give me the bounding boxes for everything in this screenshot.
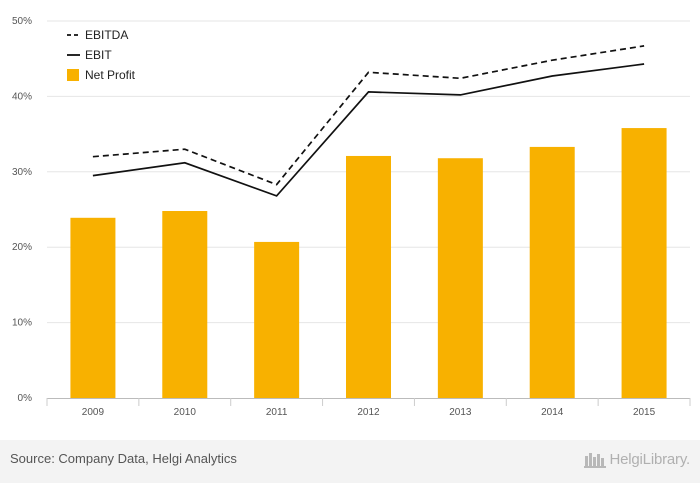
y-axis-ticks: 0% 10% 20% 30% 40% 50%	[12, 16, 32, 404]
legend-label: Net Profit	[85, 68, 136, 82]
bar-net-profit	[437, 158, 483, 398]
helgi-library-logo: HelgiLibrary.	[583, 450, 691, 468]
bars-net-profit	[70, 128, 667, 398]
logo-text: HelgiLibrary.	[609, 450, 691, 468]
x-tick-label: 2010	[174, 407, 197, 418]
source-text: Source: Company Data, Helgi Analytics	[10, 451, 237, 466]
bar-net-profit	[346, 155, 391, 398]
lines	[92, 45, 645, 197]
x-tick-label: 2011	[266, 407, 288, 418]
y-tick-label: 10%	[12, 318, 32, 329]
y-tick-label: 40%	[12, 91, 32, 102]
legend-label: EBITDA	[85, 28, 128, 42]
x-tick-label: 2015	[633, 407, 656, 418]
line-ebit	[92, 63, 645, 197]
legend: EBITDA EBIT Net Profit	[67, 28, 136, 82]
bar-net-profit	[254, 241, 300, 398]
x-tick-label: 2009	[82, 407, 105, 418]
y-tick-label: 20%	[12, 242, 32, 253]
footer: Source: Company Data, Helgi Analytics He…	[0, 440, 700, 483]
y-tick-label: 30%	[12, 167, 32, 178]
chart: 0%10%20%30%40%50% 2009 2010 2011 2012 2013 20…	[12, 16, 691, 418]
legend-swatch-net-profit	[67, 69, 79, 81]
bar-net-profit	[529, 146, 575, 398]
y-tick-label: 0%	[18, 393, 33, 404]
library-icon	[583, 453, 606, 468]
x-axis: 2009 2010 2011 2012 2013 2014 2015	[46, 398, 691, 418]
x-tick-label: 2012	[357, 407, 380, 418]
y-tick-label: 50%	[12, 16, 32, 27]
x-tick-label: 2013	[449, 407, 472, 418]
legend-label: EBIT	[85, 48, 112, 62]
bar-net-profit	[162, 211, 208, 398]
bar-net-profit	[70, 217, 116, 398]
x-tick-label: 2014	[541, 407, 564, 418]
bar-net-profit	[621, 128, 667, 398]
line-ebitda	[92, 45, 645, 186]
